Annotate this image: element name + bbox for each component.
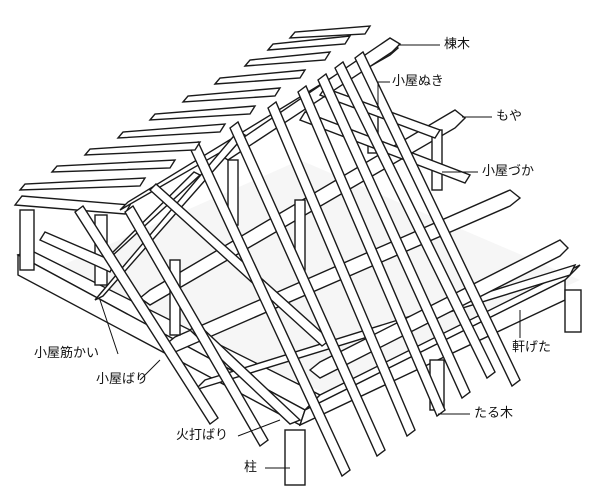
tie-beam-label: 小屋ばり	[96, 372, 149, 387]
rafter-label: たる木	[474, 406, 514, 421]
leader-lines	[99, 44, 521, 469]
brace-label: 小屋筋かい	[34, 346, 100, 361]
ridge-label: 棟木	[444, 37, 471, 52]
columns	[284, 289, 582, 486]
strut-tie-label: 小屋ぬき	[392, 74, 444, 89]
hip-tie-label: 火打ばり	[176, 428, 229, 443]
rafters-front	[74, 50, 521, 478]
column-label: 柱	[244, 460, 258, 475]
rafters-back	[18, 25, 372, 191]
king-post-label: 小屋づか	[482, 164, 535, 179]
eave-beam-label: 軒げた	[512, 340, 552, 355]
purlin-label: もや	[496, 109, 523, 124]
